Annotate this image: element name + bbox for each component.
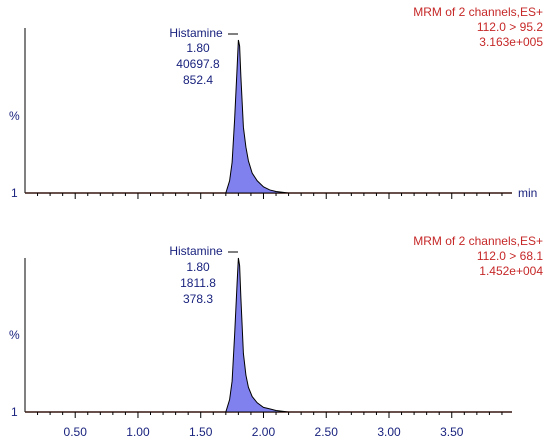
peak-name-2: Histamine bbox=[169, 244, 223, 258]
chromatogram-panel-2: % 1 MRM of 2 channels,ES+ 112.0 > 68.1 1… bbox=[9, 234, 543, 419]
x-unit-label: min bbox=[518, 186, 537, 200]
peak-rt-2: 1.80 bbox=[186, 260, 210, 274]
transition-label-2: 112.0 > 68.1 bbox=[477, 249, 543, 263]
channel-header-2: MRM of 2 channels,ES+ bbox=[413, 234, 543, 248]
transition-label-1: 112.0 > 95.2 bbox=[477, 20, 543, 34]
y-axis-label-1: % bbox=[9, 109, 20, 123]
y-axis-label-2: % bbox=[9, 328, 20, 342]
x-tick-label: 3.50 bbox=[440, 425, 464, 439]
histamine-peak-1 bbox=[25, 39, 512, 194]
intensity-label-1: 3.163e+005 bbox=[479, 35, 543, 49]
peak-height-2: 378.3 bbox=[183, 292, 213, 306]
x-tick-labels: 0.50 1.00 1.50 2.00 2.50 3.00 3.50 bbox=[64, 425, 464, 439]
channel-header-1: MRM of 2 channels,ES+ bbox=[413, 5, 543, 19]
intensity-label-2: 1.452e+004 bbox=[479, 264, 543, 278]
histamine-peak-2 bbox=[25, 257, 512, 413]
chromatogram-panel-1: % 1 min MRM of 2 channels,ES+ 112.0 > 95… bbox=[9, 5, 543, 200]
x-tick-label: 3.00 bbox=[377, 425, 401, 439]
peak-area-1: 40697.8 bbox=[176, 57, 220, 71]
peak-height-1: 852.4 bbox=[183, 73, 213, 87]
x-tick-label: 1.00 bbox=[126, 425, 150, 439]
x-tick-label: 2.50 bbox=[315, 425, 339, 439]
x-ticks-1 bbox=[37, 193, 503, 199]
x-tick-label: 1.50 bbox=[189, 425, 213, 439]
peak-rt-1: 1.80 bbox=[186, 41, 210, 55]
x-tick-label: 0.50 bbox=[64, 425, 88, 439]
y-base-label-2: 1 bbox=[11, 405, 18, 419]
y-base-label-1: 1 bbox=[11, 186, 18, 200]
x-tick-label: 2.00 bbox=[252, 425, 276, 439]
peak-name-1: Histamine bbox=[169, 26, 223, 40]
peak-area-2: 1811.8 bbox=[180, 276, 216, 290]
x-ticks-2 bbox=[37, 412, 503, 418]
